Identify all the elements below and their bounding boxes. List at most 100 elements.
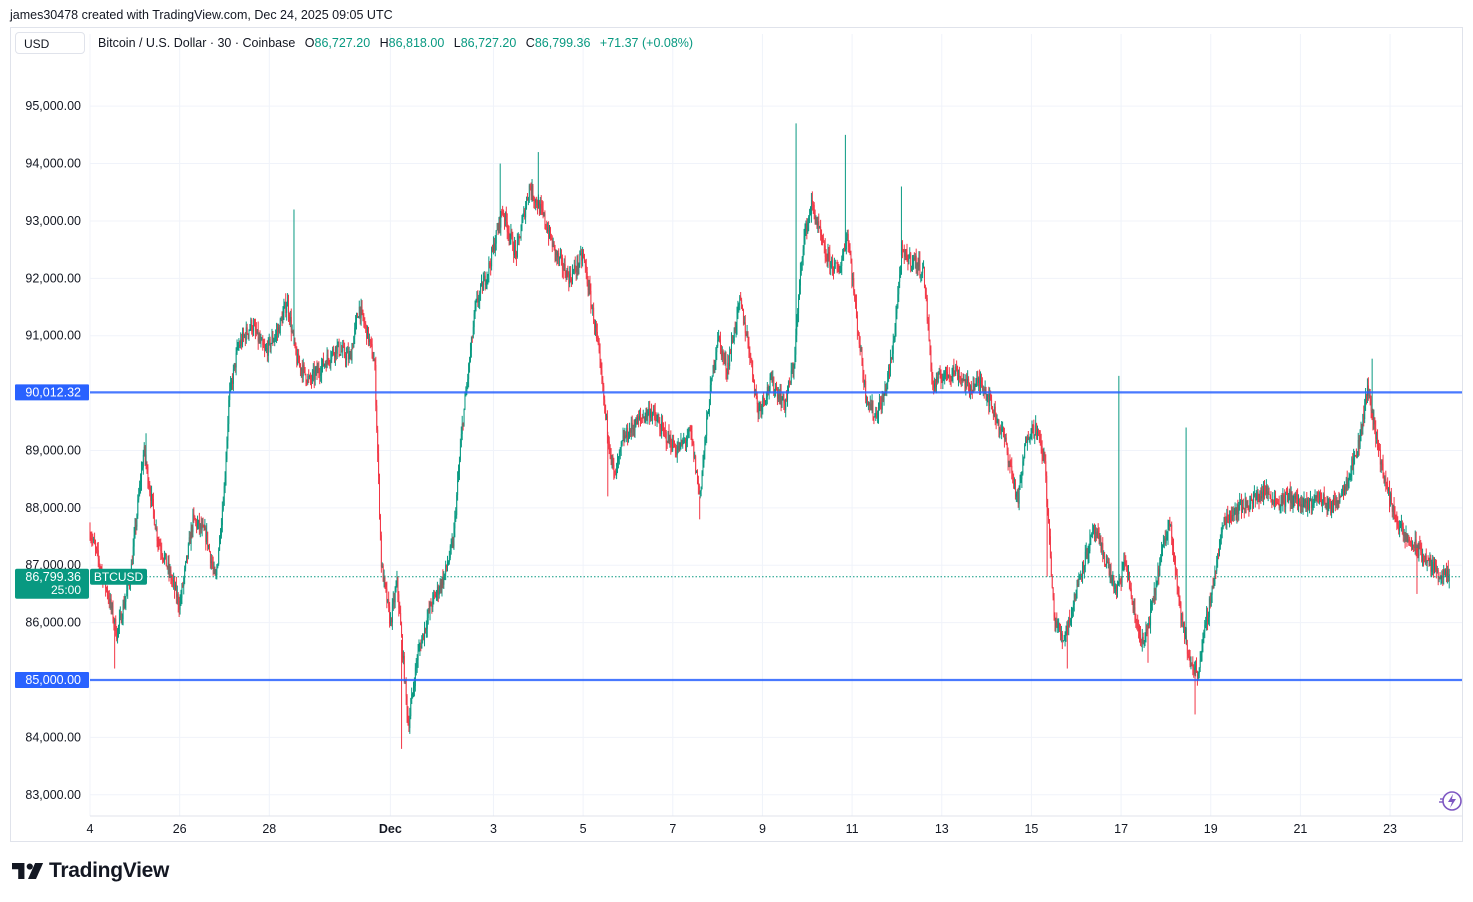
- candle-body: [882, 397, 884, 401]
- candle-body: [412, 692, 414, 695]
- candle-body: [1410, 541, 1412, 544]
- candle-body: [886, 383, 888, 392]
- candle-body: [1120, 581, 1122, 583]
- currency-selector[interactable]: USD: [15, 32, 85, 54]
- candle-body: [1197, 673, 1199, 679]
- candle-body: [514, 245, 516, 256]
- candle-body: [729, 352, 731, 366]
- candle-body: [487, 274, 489, 276]
- candle-body: [641, 417, 642, 419]
- candle-body: [1212, 586, 1214, 589]
- candle-body: [691, 430, 693, 440]
- candle-body: [693, 443, 695, 459]
- candle-body: [396, 577, 398, 586]
- candle-body: [164, 555, 165, 561]
- candle-body: [381, 565, 383, 568]
- candle-body: [448, 557, 450, 563]
- candle-body: [993, 406, 995, 417]
- candle-body: [269, 338, 271, 349]
- open-label: O: [304, 36, 315, 50]
- candle-body: [1125, 564, 1127, 566]
- candle-body: [737, 305, 739, 310]
- candle-body: [221, 525, 222, 536]
- candle-body: [844, 250, 846, 252]
- candle-body: [260, 339, 262, 343]
- candle-body: [446, 564, 448, 568]
- candle-body: [121, 619, 123, 623]
- candle-body: [312, 372, 313, 381]
- candle-body: [1287, 491, 1288, 501]
- candle-body: [460, 434, 462, 447]
- candle-body: [1237, 504, 1239, 515]
- candle-body: [1195, 665, 1197, 669]
- candle-body: [791, 369, 793, 371]
- candle-body: [215, 574, 217, 576]
- candle-body: [288, 300, 290, 316]
- candle-body: [499, 218, 501, 228]
- candle-body: [1414, 539, 1416, 549]
- candle-body: [836, 263, 838, 270]
- candle-body: [1070, 620, 1072, 623]
- candle-body: [1154, 587, 1156, 596]
- candle-body: [1200, 654, 1202, 660]
- candle-body: [107, 588, 108, 596]
- candle-body: [822, 237, 823, 243]
- candle-body: [356, 316, 358, 322]
- candle-body: [524, 210, 526, 218]
- candle-body: [821, 234, 823, 238]
- symbol-description[interactable]: Bitcoin / U.S. Dollar · 30 · Coinbase: [98, 36, 296, 50]
- open-value: 86,727.20: [314, 36, 371, 50]
- candle-body: [238, 345, 240, 347]
- candle-body: [636, 417, 638, 425]
- candle-body: [432, 595, 434, 607]
- candle-body: [1390, 493, 1391, 504]
- candle-body: [1297, 497, 1299, 507]
- candle-body: [695, 456, 697, 473]
- candle-body: [424, 628, 426, 639]
- candle-body: [301, 368, 303, 377]
- candle-body: [193, 513, 195, 517]
- candle-body: [669, 437, 671, 442]
- candle-body: [198, 520, 200, 529]
- candle-body: [1386, 483, 1388, 487]
- candle-body: [1373, 417, 1375, 425]
- candle-body: [418, 647, 420, 651]
- candle-body: [855, 298, 857, 304]
- candle-body: [1044, 451, 1046, 462]
- candle-body: [1266, 486, 1268, 495]
- candle-body: [420, 646, 422, 649]
- lightning-icon[interactable]: [1439, 789, 1463, 813]
- candle-body: [811, 200, 812, 215]
- candle-body: [970, 385, 971, 391]
- time-axis: 4 26 28 Dec 3 5 7 9 11 13 15 17 19 21 23: [87, 815, 1462, 836]
- candle-body: [1309, 500, 1311, 509]
- candle-body: [793, 364, 795, 373]
- candle-body: [425, 628, 426, 631]
- candle-body: [1166, 537, 1168, 539]
- candle-body: [1098, 536, 1100, 540]
- candle-body: [436, 593, 437, 598]
- candle-body: [399, 608, 401, 614]
- change-value: +71.37 (+0.08%): [599, 36, 694, 50]
- tradingview-logo[interactable]: TradingView: [12, 859, 169, 883]
- candle-body: [1439, 577, 1441, 579]
- candle-body: [759, 406, 761, 407]
- candle-body: [1447, 569, 1449, 581]
- candle-body: [968, 379, 970, 383]
- candle-body: [93, 539, 95, 540]
- candle-body: [257, 329, 259, 342]
- candle-body: [438, 590, 440, 595]
- candle-body: [248, 330, 250, 336]
- candle-body: [312, 369, 314, 373]
- x-tick-label: 9: [759, 822, 766, 836]
- candle-body: [1012, 472, 1014, 477]
- candle-body: [310, 376, 312, 380]
- candle-body: [1391, 503, 1393, 512]
- candle-body: [752, 360, 754, 376]
- candle-body: [1290, 492, 1292, 503]
- candle-body: [357, 316, 358, 318]
- candle-body: [565, 274, 567, 280]
- candle-body: [300, 363, 301, 371]
- candle-body: [985, 389, 987, 399]
